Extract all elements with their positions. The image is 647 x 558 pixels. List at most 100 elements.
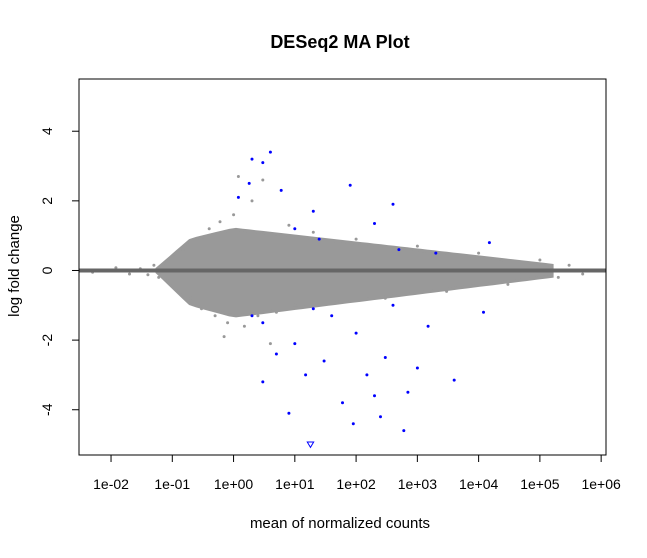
- x-tick-label: 1e-02: [93, 476, 129, 492]
- gene-point: [477, 251, 481, 255]
- gene-point: [287, 223, 291, 227]
- significant-gene-point: [482, 310, 485, 314]
- y-axis-title: log fold change: [6, 215, 23, 317]
- significant-gene-point: [383, 356, 387, 359]
- significant-gene-point: [287, 411, 291, 415]
- gene-point: [222, 335, 226, 339]
- gene-point: [236, 175, 240, 178]
- gene-point: [152, 263, 156, 267]
- gene-point: [128, 272, 131, 276]
- x-tick-label: 1e-01: [154, 476, 190, 492]
- significant-gene-point: [304, 373, 308, 377]
- y-tick-label: 4: [39, 127, 55, 135]
- gene-point: [268, 342, 272, 346]
- x-tick-label: 1e+00: [214, 476, 254, 492]
- significant-gene-point: [247, 181, 251, 185]
- plot-border: [78, 78, 607, 456]
- chart-title: DESeq2 MA Plot: [270, 32, 409, 52]
- significant-gene-point: [391, 202, 395, 206]
- gene-point: [567, 263, 571, 267]
- significant-gene-point: [341, 401, 344, 405]
- significant-gene-point: [236, 195, 240, 199]
- significant-gene-point: [330, 314, 334, 318]
- x-axis: 1e-02 1e-01 1e+00 1e+01 1e+02 1e+03 1e+04 1e+05…: [93, 455, 621, 492]
- gene-point: [164, 260, 168, 264]
- plot-frame: [78, 78, 607, 456]
- gene-point: [242, 324, 246, 328]
- significant-gene-point: [406, 390, 410, 394]
- gene-point: [415, 244, 419, 248]
- gene-point: [383, 296, 387, 300]
- x-tick-label: 1e+03: [398, 476, 438, 492]
- significant-gene-point: [293, 227, 297, 231]
- gene-point: [157, 275, 161, 279]
- significant-gene-point: [426, 324, 430, 328]
- significant-gene-point: [391, 303, 395, 307]
- significant-gene-point: [487, 241, 491, 245]
- significant-gene-point: [452, 378, 456, 382]
- significant-gene-point: [311, 307, 315, 311]
- significant-gene-point: [351, 422, 355, 426]
- gene-point: [207, 227, 211, 231]
- gene-point: [189, 296, 193, 300]
- significant-gene-point: [348, 183, 352, 187]
- nonsignificant-density: [155, 227, 554, 318]
- significant-gene-point: [434, 251, 438, 255]
- significant-gene-point: [373, 222, 376, 225]
- gene-point: [445, 289, 449, 293]
- significant-gene-point: [250, 157, 254, 161]
- significant-gene-point: [397, 248, 401, 252]
- gene-point: [175, 286, 179, 290]
- significant-gene-point: [311, 209, 315, 213]
- gene-point: [114, 266, 118, 270]
- x-tick-label: 1e+02: [336, 476, 376, 492]
- significant-gene-point: [373, 394, 376, 398]
- gene-density-cloud: [155, 227, 554, 318]
- significant-gene-point: [365, 373, 369, 377]
- gene-point: [146, 273, 150, 277]
- x-tick-label: 1e+06: [581, 476, 621, 492]
- gene-point: [293, 303, 297, 307]
- significant-gene-point: [274, 352, 278, 356]
- x-tick-label: 1e+04: [459, 476, 499, 492]
- gene-point: [354, 237, 358, 241]
- significant-gene-point: [261, 321, 265, 325]
- significant-gene-point: [322, 359, 326, 363]
- x-axis-title: mean of normalized counts: [250, 515, 430, 532]
- gene-point: [336, 300, 340, 304]
- gene-point: [556, 275, 560, 279]
- gene-point: [218, 220, 222, 224]
- gene-point: [213, 314, 217, 318]
- significant-gene-point: [402, 429, 406, 433]
- significant-gene-point: [354, 331, 358, 335]
- significant-gene-point: [261, 380, 265, 384]
- gene-point: [506, 282, 510, 286]
- gene-point: [250, 199, 254, 203]
- gene-point: [538, 258, 542, 262]
- significant-gene-point: [268, 150, 272, 154]
- gene-point: [274, 310, 278, 314]
- data-points: [91, 150, 585, 449]
- x-tick-label: 1e+01: [275, 476, 315, 492]
- gene-point: [256, 314, 260, 318]
- gene-point: [226, 321, 230, 325]
- significant-gene-point: [261, 161, 265, 165]
- significant-gene-point: [317, 237, 321, 241]
- gene-point: [181, 248, 185, 252]
- gene-point: [311, 230, 315, 234]
- gene-point: [170, 255, 174, 259]
- y-tick-label: -4: [39, 403, 55, 416]
- y-tick-label: -2: [39, 334, 55, 347]
- significant-gene-point: [250, 314, 254, 318]
- significant-gene-point: [415, 366, 419, 370]
- significant-gene-point: [293, 342, 297, 346]
- gene-point: [581, 272, 585, 276]
- y-tick-label: 0: [39, 266, 55, 274]
- y-tick-label: 2: [39, 197, 55, 205]
- significant-gene-point: [279, 188, 283, 192]
- gene-point: [195, 237, 199, 241]
- significant-gene-point: [379, 415, 382, 419]
- y-axis: -4 -2 0 2 4: [39, 127, 79, 416]
